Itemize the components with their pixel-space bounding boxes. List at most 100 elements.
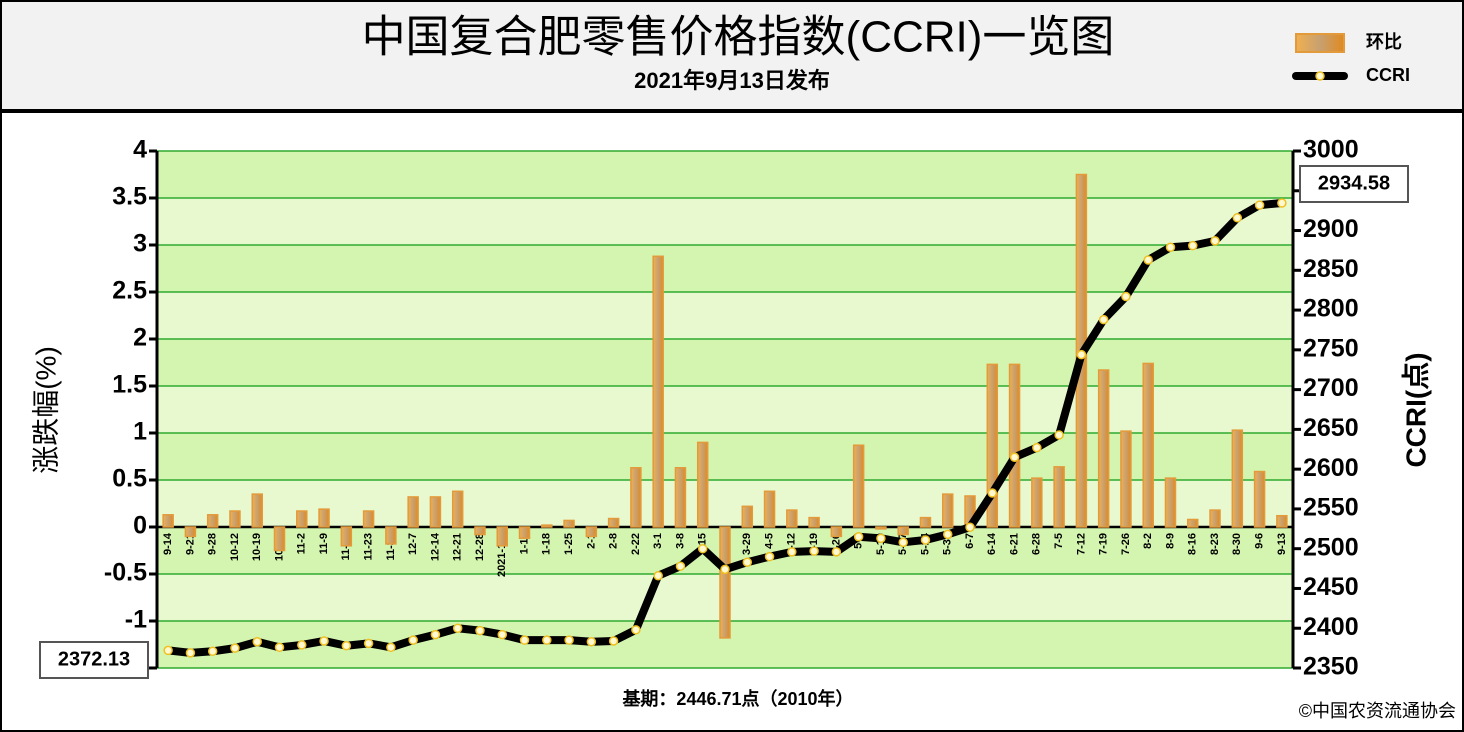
ccri-point <box>542 635 552 645</box>
ccri-point <box>207 646 218 657</box>
ccri-point <box>1098 314 1109 325</box>
x-tick-label: 12-28 <box>474 533 486 561</box>
y-tick-label: 1 <box>133 418 147 446</box>
grid-band <box>157 339 1293 386</box>
ccri-point <box>519 635 530 645</box>
x-tick-label: 4-5 <box>763 533 775 549</box>
ccri-point <box>876 533 886 544</box>
ccri-point <box>475 625 485 636</box>
bar <box>786 509 798 528</box>
bar <box>1209 509 1221 528</box>
bar <box>1253 470 1266 528</box>
y2-tick-label: 2900 <box>1303 215 1359 243</box>
x-tick-label: 11-23 <box>363 533 375 561</box>
bar <box>162 514 174 528</box>
ccri-point <box>1254 200 1265 210</box>
x-tick-label: 1-25 <box>563 533 575 555</box>
bar <box>741 505 754 528</box>
base-note: 基期：2446.71点（2010年） <box>621 688 853 709</box>
y2-tick-label: 2750 <box>1303 334 1359 362</box>
value-label-box <box>39 641 149 679</box>
ccri-point <box>297 640 307 650</box>
x-tick-label: 8-23 <box>1209 533 1221 555</box>
y2-tick-label: 2550 <box>1303 494 1359 522</box>
bar <box>1031 477 1043 528</box>
bar <box>986 363 999 528</box>
ccri-point <box>920 535 931 545</box>
bar <box>585 526 598 538</box>
x-tick-label: 12-7 <box>407 533 419 555</box>
bar <box>340 526 353 547</box>
bar <box>496 526 509 547</box>
bar <box>563 519 575 528</box>
ccri-point <box>987 488 998 498</box>
x-tick-label: 11-9 <box>318 533 330 554</box>
ccri-point <box>697 543 708 554</box>
y2-tick-label: 2500 <box>1303 533 1359 561</box>
bar <box>1187 518 1199 528</box>
bar <box>630 467 642 528</box>
y2-tick-label: 2450 <box>1303 573 1359 601</box>
ccri-point <box>408 635 418 645</box>
x-tick-label: 3-1 <box>652 533 664 549</box>
bar <box>296 510 308 528</box>
x-tick-label: 3-8 <box>674 533 686 549</box>
bar <box>1120 430 1132 528</box>
ccri-point <box>1188 240 1198 251</box>
x-tick-label: 7-12 <box>1075 533 1087 555</box>
x-tick-label: 6-14 <box>986 532 998 555</box>
y2-axis-label: CCRI(点) <box>1400 352 1431 467</box>
x-tick-label: 11-2 <box>296 533 308 554</box>
ccri-point <box>319 636 329 646</box>
bar <box>852 444 865 528</box>
bar <box>474 526 486 536</box>
x-tick-label: 6-28 <box>1031 533 1043 555</box>
y-tick-label: -1 <box>125 606 147 634</box>
ccri-point <box>608 636 619 646</box>
ccri-point <box>252 637 262 647</box>
y2-tick-label: 2400 <box>1303 613 1359 641</box>
y-tick-label: 2 <box>133 324 147 352</box>
ccri-point <box>853 532 864 542</box>
y2-tick-label: 2850 <box>1303 255 1359 283</box>
bar <box>518 526 531 540</box>
x-tick-label: 7-26 <box>1120 533 1132 555</box>
y2-tick-label: 2600 <box>1303 454 1359 482</box>
ccri-point <box>586 637 597 647</box>
bar <box>273 526 286 552</box>
x-tick-label: 9-13 <box>1276 533 1288 555</box>
value-label: 2372.13 <box>58 648 130 670</box>
y-tick-label: 2.5 <box>112 277 147 305</box>
ccri-point <box>497 629 508 640</box>
ccri-point <box>831 547 842 557</box>
y-tick-label: -0.5 <box>104 559 147 587</box>
legend-label: 环比 <box>1366 32 1402 52</box>
x-tick-label: 12-21 <box>452 533 464 561</box>
ccri-point <box>386 642 396 653</box>
y-tick-label: 0 <box>133 512 147 540</box>
value-label: 2934.58 <box>1318 172 1390 194</box>
x-tick-label: 9-21 <box>184 533 196 555</box>
bar <box>875 526 887 530</box>
ccri-point <box>742 557 753 567</box>
ccri-point <box>230 643 240 653</box>
bar <box>229 510 241 528</box>
bar <box>1231 429 1244 528</box>
bar <box>1142 362 1154 528</box>
y-axis-label: 涨跌幅(%) <box>30 346 61 474</box>
bar <box>429 496 442 528</box>
ccri-point <box>1210 236 1220 246</box>
bar <box>206 514 219 528</box>
y2-tick-label: 2700 <box>1303 374 1359 402</box>
x-tick-label: 1-18 <box>541 533 553 555</box>
x-tick-label: 6-21 <box>1008 533 1020 555</box>
x-tick-label: 9-14 <box>162 532 174 555</box>
ccri-point <box>653 570 663 581</box>
chart-title: 中国复合肥零售价格指数(CCRI)一览图 <box>362 13 1115 62</box>
ccri-point <box>720 564 730 575</box>
bar <box>251 493 263 528</box>
x-tick-label: 9-6 <box>1253 533 1265 549</box>
ccri-point <box>1143 255 1153 265</box>
ccri-point <box>163 645 173 656</box>
